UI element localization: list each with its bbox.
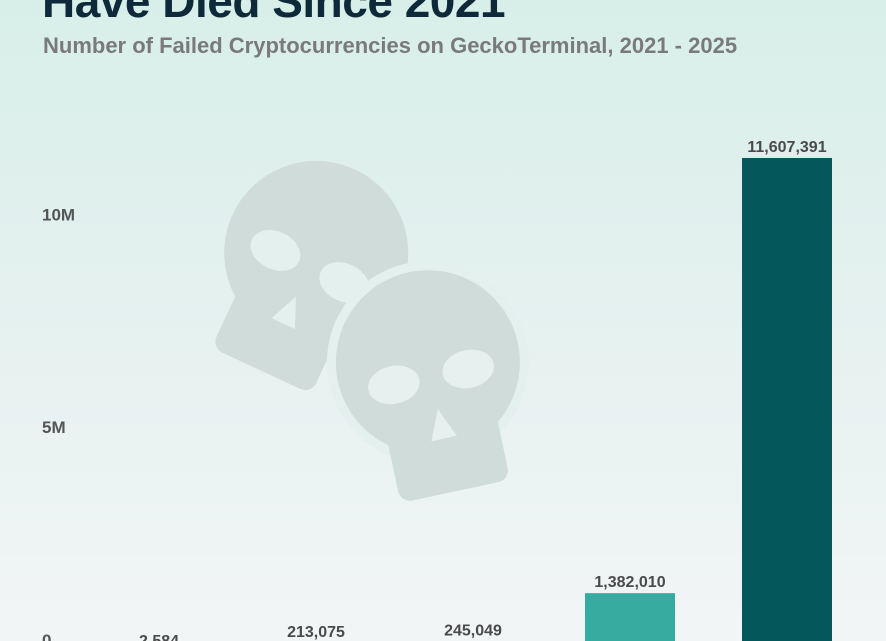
bar-2024 [585, 593, 675, 641]
bar-2025 [742, 157, 832, 641]
skull-icon [326, 261, 529, 501]
y-tick-label: 0 [42, 631, 51, 641]
data-label: 245,049 [444, 623, 502, 640]
data-label: 1,382,010 [594, 574, 665, 591]
data-label: 213,075 [287, 624, 345, 641]
data-label: 11,607,391 [747, 139, 826, 156]
y-tick-label: 5M [42, 418, 66, 437]
y-tick-label: 10M [42, 205, 75, 224]
chart-subtitle: Number of Failed Cryptocurrencies on Gec… [43, 33, 738, 58]
data-label: 2,584 [139, 633, 179, 641]
chart-title: Have Died Since 2021 [42, 0, 506, 27]
